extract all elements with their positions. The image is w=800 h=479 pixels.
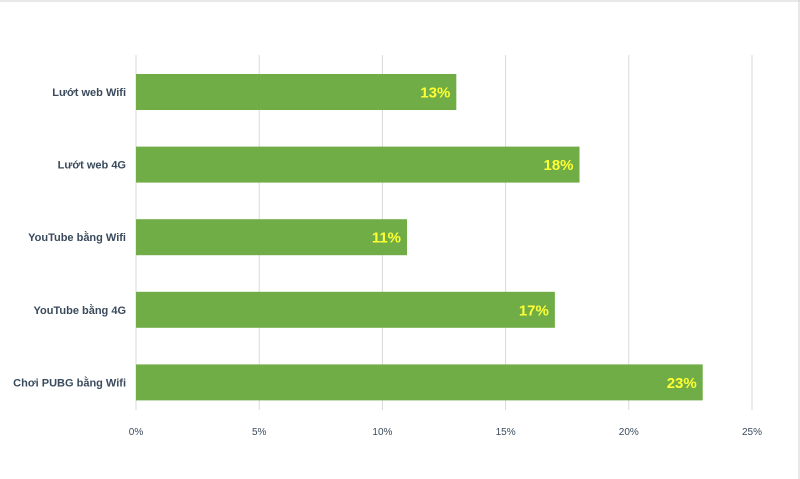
- x-tick-label: 25%: [742, 427, 762, 438]
- data-label: 18%: [543, 157, 573, 174]
- category-label: Lướt web 4G: [58, 160, 126, 172]
- x-axis-tick-labels: 0% 5% 10% 15% 20% 25%: [129, 427, 762, 438]
- x-tick-label: 15%: [496, 427, 516, 438]
- x-tick-label: 10%: [372, 427, 392, 438]
- category-label: YouTube bằng 4G: [34, 304, 126, 317]
- bar: [136, 364, 703, 401]
- category-label: YouTube bằng Wifi: [28, 231, 126, 244]
- category-label: Lướt web Wifi: [52, 87, 126, 99]
- bar: [136, 74, 457, 110]
- data-label: 17%: [519, 302, 549, 319]
- x-tick-label: 0%: [129, 427, 144, 438]
- x-tick-label: 5%: [252, 427, 267, 438]
- bars: [136, 74, 703, 401]
- data-labels: 13% 18% 11% 17% 23%: [372, 85, 697, 392]
- bar: [136, 219, 408, 256]
- bar: [136, 291, 555, 328]
- category-label: Chơi PUBG bằng Wifi: [13, 376, 126, 389]
- category-labels: Lướt web Wifi Lướt web 4G YouTube bằng Wif…: [13, 87, 126, 389]
- data-label: 13%: [420, 85, 450, 102]
- data-label: 11%: [372, 230, 401, 247]
- data-label: 23%: [667, 375, 697, 392]
- bar: [136, 146, 580, 183]
- x-tick-label: 20%: [619, 427, 639, 438]
